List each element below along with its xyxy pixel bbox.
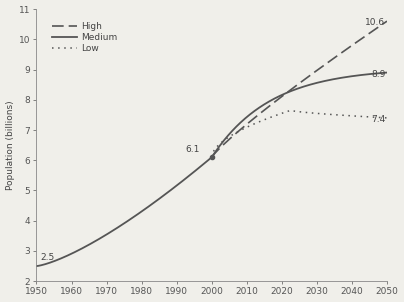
Legend: High, Medium, Low: High, Medium, Low — [51, 22, 118, 53]
Text: 7.4: 7.4 — [371, 115, 385, 124]
Text: 8.9: 8.9 — [371, 69, 385, 79]
Text: 2.5: 2.5 — [40, 253, 54, 262]
Y-axis label: Population (billions): Population (billions) — [6, 100, 15, 190]
Text: 6.1: 6.1 — [185, 145, 200, 154]
Text: 10.6: 10.6 — [365, 18, 385, 27]
